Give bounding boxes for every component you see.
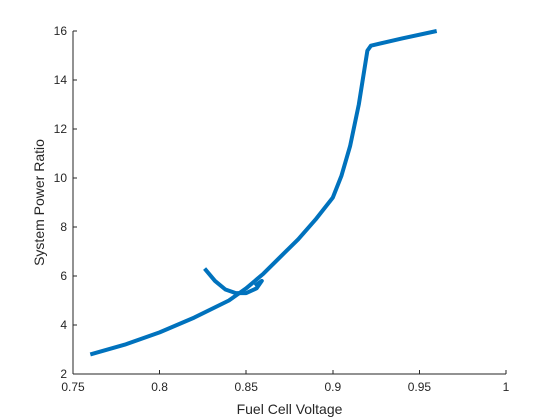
y-tick-label: 4 [60, 318, 67, 332]
x-tick-label: 0.9 [324, 380, 341, 394]
x-tick-label: 1 [503, 380, 510, 394]
x-axis-label: Fuel Cell Voltage [237, 401, 343, 417]
x-tick-label: 0.95 [408, 380, 432, 394]
y-tick-label: 12 [54, 122, 68, 136]
y-tick-label: 6 [60, 269, 67, 283]
y-tick-label: 10 [54, 171, 68, 185]
x-ticks: 0.75 0.8 0.85 0.9 0.95 1 [61, 370, 510, 394]
series-line-1 [89, 29, 438, 357]
x-tick-label: 0.8 [151, 380, 168, 394]
x-tick-label: 0.85 [235, 380, 259, 394]
series-line-2 [203, 267, 264, 296]
y-ticks: 2 4 6 8 10 12 14 16 [54, 24, 77, 381]
y-axis-label: System Power Ratio [31, 139, 47, 266]
y-tick-label: 16 [54, 24, 68, 38]
x-tick-label: 0.75 [61, 380, 85, 394]
y-tick-label: 2 [60, 367, 67, 381]
y-tick-label: 14 [54, 73, 68, 87]
y-tick-label: 8 [60, 220, 67, 234]
series-layer [89, 29, 438, 357]
